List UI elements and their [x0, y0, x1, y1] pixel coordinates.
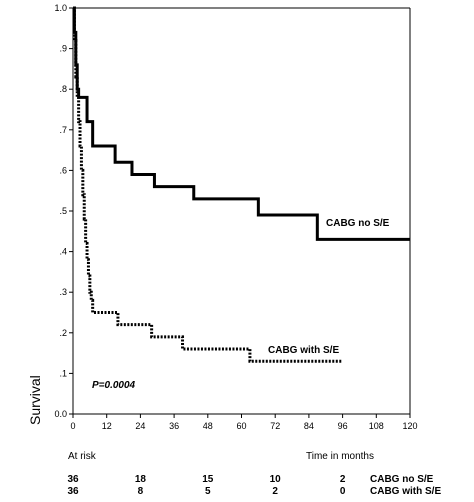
at-risk-count: 2: [340, 474, 346, 485]
at-risk-count: 0: [340, 486, 346, 497]
y-tick-label: .6: [59, 165, 67, 175]
y-tick-label: .3: [59, 287, 67, 297]
series-label-with-se: CABG with S/E: [268, 345, 339, 356]
curves: [72, 6, 410, 363]
y-tick-label: 1.0: [54, 3, 67, 13]
curve-with-se: [72, 6, 343, 363]
at-risk-count: 5: [205, 486, 211, 497]
at-risk-count: 18: [135, 474, 147, 485]
x-tick-label: 108: [369, 421, 384, 431]
at-risk-count: 2: [272, 486, 278, 497]
curve-no-se: [72, 6, 410, 241]
y-tick-label: .4: [59, 247, 67, 257]
p-value-annotation: P=0.0004: [92, 380, 136, 391]
y-axis-label: Survival: [27, 375, 43, 425]
ticks: 0.0 .1 .2 .3 .4 .5 .6 .7 .8 .9 1.0 0 12 24 36 48 60 72 84 9…: [54, 3, 417, 431]
at-risk-count: 10: [270, 474, 282, 485]
x-tick-label: 24: [135, 421, 145, 431]
y-tick-label: .5: [59, 206, 67, 216]
y-tick-label: .1: [59, 368, 67, 378]
y-tick-label: 0.0: [54, 409, 67, 419]
at-risk-count: 36: [67, 474, 79, 485]
x-tick-label: 60: [236, 421, 246, 431]
x-tick-label: 96: [338, 421, 348, 431]
x-tick-label: 12: [102, 421, 112, 431]
y-tick-label: .7: [59, 125, 67, 135]
y-tick-label: .8: [59, 84, 67, 94]
at-risk-count: 15: [202, 474, 214, 485]
time-in-months-label: Time in months: [306, 451, 374, 462]
x-tick-label: 36: [169, 421, 179, 431]
x-tick-label: 120: [402, 421, 417, 431]
at-risk-count: 8: [138, 486, 144, 497]
y-tick-label: .2: [59, 328, 67, 338]
x-tick-label: 72: [270, 421, 280, 431]
x-tick-label: 48: [203, 421, 213, 431]
at-risk-row-label: CABG with S/E: [370, 486, 441, 497]
series-label-no-se: CABG no S/E: [326, 218, 390, 229]
axes: [72, 7, 411, 415]
at-risk-label: At risk: [68, 451, 97, 462]
x-tick-label: 0: [70, 421, 75, 431]
x-tick-label: 84: [304, 421, 314, 431]
y-tick-label: .9: [59, 44, 67, 54]
at-risk-row-label: CABG no S/E: [370, 474, 434, 485]
at-risk-count: 36: [67, 486, 79, 497]
at-risk-table: 36 18 15 10 2 CABG no S/E36 8 5 2 0 CABG with S/E: [67, 474, 441, 497]
